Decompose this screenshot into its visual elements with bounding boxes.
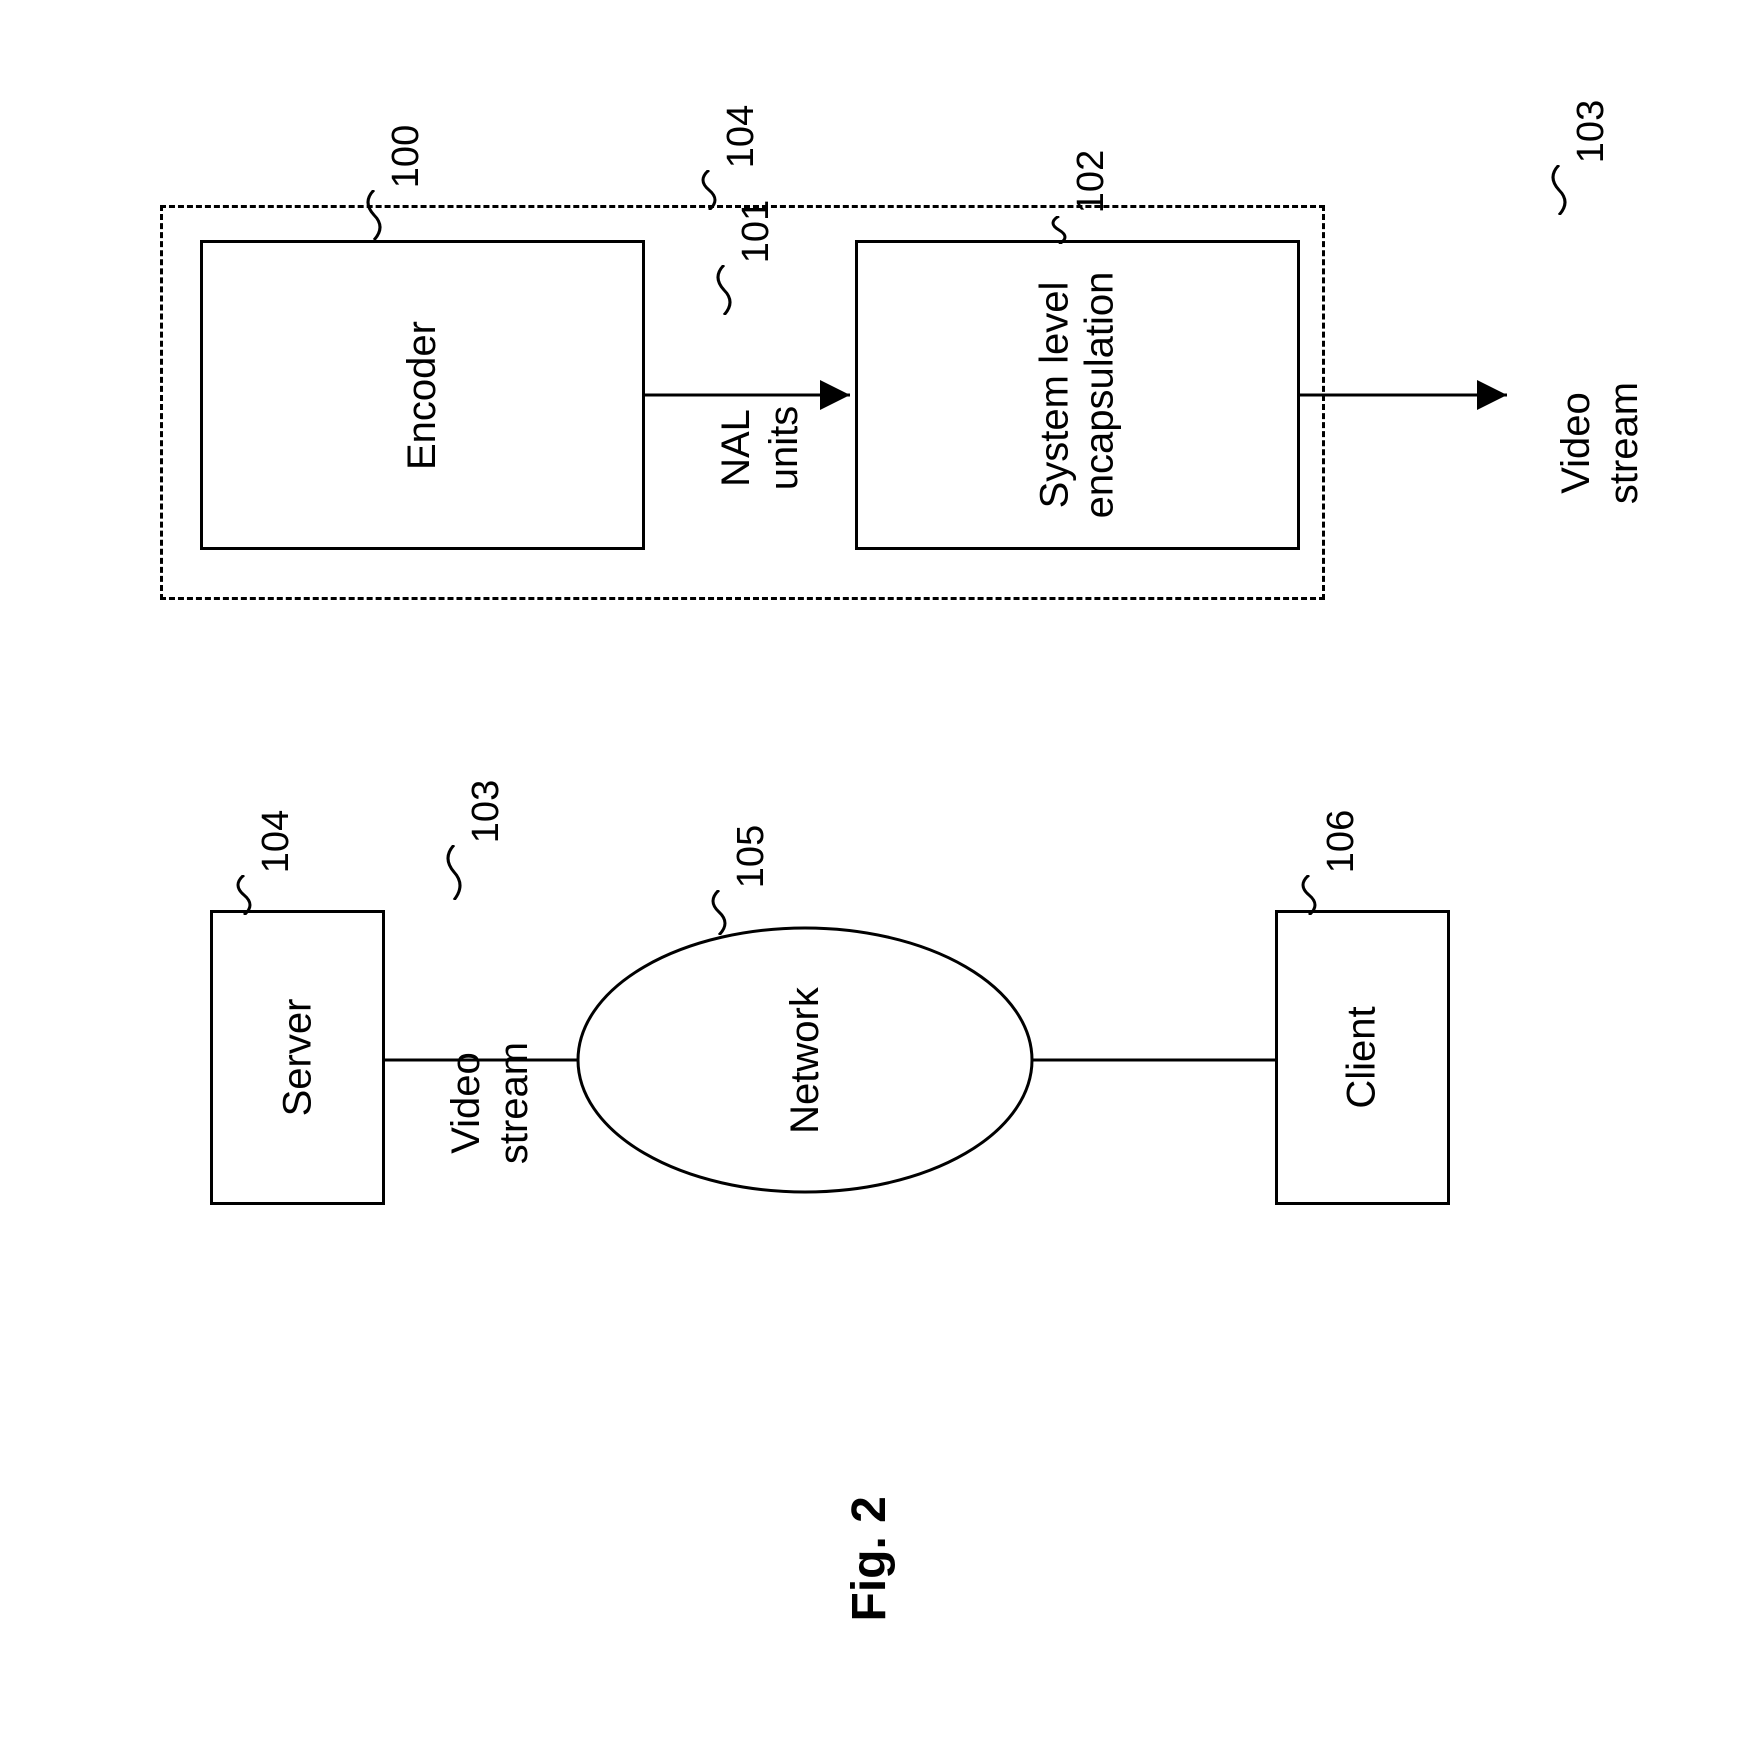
squiggle-105 bbox=[704, 890, 734, 935]
ref-103-bottom: 103 bbox=[455, 790, 518, 833]
squiggle-103-bottom bbox=[439, 845, 469, 900]
squiggle-104-bottom bbox=[229, 875, 259, 915]
line-server-network bbox=[0, 0, 1741, 1300]
squiggle-106 bbox=[1294, 875, 1324, 915]
video-stream-bottom-label: Video stream bbox=[410, 1055, 570, 1151]
ref-104-bottom: 104 bbox=[245, 820, 308, 863]
figure-caption: Fig. 2 bbox=[780, 1530, 960, 1588]
ref-105: 105 bbox=[720, 835, 783, 878]
ref-106: 106 bbox=[1310, 820, 1373, 863]
